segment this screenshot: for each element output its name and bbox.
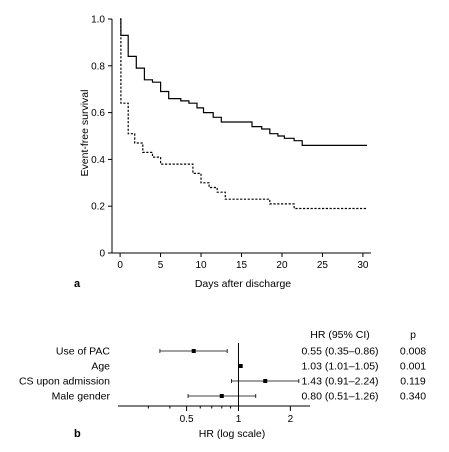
km-curve-solid: [120, 18, 367, 146]
km-y-tick-label: 0: [99, 249, 105, 260]
km-y-axis-label: Event-free survival: [79, 90, 91, 177]
forest-x-tick-label: 1: [236, 414, 242, 425]
km-x-tick-label: 30: [357, 260, 369, 271]
panel-label-a: a: [74, 278, 81, 290]
hr-column-header: HR (95% CI): [310, 329, 370, 341]
forest-p-value: 0.340: [400, 391, 426, 403]
forest-x-tick-label: 0.5: [180, 414, 194, 425]
forest-row-label: CS upon admission: [19, 376, 110, 388]
forest-plot: 0.5 1 2 Use of PAC 0.55 (0.35–0.86) 0.008 Age…: [19, 329, 426, 440]
km-x-axis-label: Days after discharge: [195, 278, 291, 290]
km-x-tick-label: 15: [236, 260, 248, 271]
km-chart: 0 0.2 0.4 0.6 0.8 1.0 0 5 10 15 20 25 30 Event-free…: [74, 15, 371, 290]
km-x-tick-label: 5: [158, 260, 164, 271]
forest-x-tick-label: 2: [288, 414, 294, 425]
forest-hr-value: 1.43 (0.91–2.24): [301, 376, 378, 388]
km-y-tick-label: 1.0: [91, 15, 105, 26]
km-x-tick-label: 25: [317, 260, 329, 271]
forest-row-label: Male gender: [52, 391, 111, 403]
forest-point: [219, 394, 224, 398]
forest-hr-value: 0.55 (0.35–0.86): [301, 346, 378, 358]
p-column-header: p: [410, 329, 416, 341]
forest-row-label: Age: [91, 361, 110, 373]
km-x-tick-label: 10: [195, 260, 207, 271]
km-series: [120, 18, 367, 210]
km-y-tick-label: 0.2: [91, 202, 105, 213]
forest-p-value: 0.008: [400, 346, 426, 358]
forest-p-value: 0.119: [400, 376, 426, 388]
forest-hr-value: 0.80 (0.51–1.26): [301, 391, 378, 403]
forest-rows: Use of PAC 0.55 (0.35–0.86) 0.008 Age 1.03 (…: [19, 346, 426, 403]
forest-p-value: 0.001: [400, 361, 426, 373]
forest-axes: 0.5 1 2: [118, 343, 310, 425]
forest-point: [263, 379, 268, 383]
km-curve-dashed: [120, 18, 367, 210]
km-y-ticks: 0 0.2 0.4 0.6 0.8 1.0: [91, 15, 112, 260]
forest-hr-value: 1.03 (1.01–1.05): [301, 361, 378, 373]
km-x-ticks: 0 5 10 15 20 25 30: [117, 253, 369, 271]
panel-label-b: b: [74, 428, 81, 440]
km-y-tick-label: 0.6: [91, 108, 105, 119]
km-x-tick-label: 20: [276, 260, 288, 271]
forest-row-label: Use of PAC: [56, 346, 110, 358]
forest-point: [238, 364, 243, 368]
km-y-tick-label: 0.8: [91, 61, 105, 72]
km-axes: [111, 19, 371, 254]
forest-x-axis-label: HR (log scale): [199, 428, 266, 440]
km-y-tick-label: 0.4: [91, 155, 105, 166]
forest-point: [191, 349, 196, 353]
km-x-tick-label: 0: [117, 260, 123, 271]
